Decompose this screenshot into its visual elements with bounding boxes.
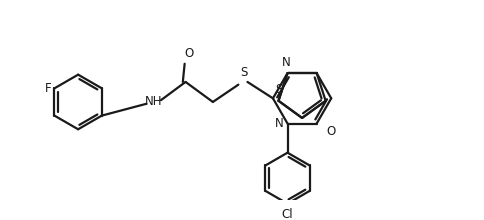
Text: S: S	[275, 83, 282, 96]
Text: S: S	[240, 66, 247, 79]
Text: NH: NH	[145, 95, 163, 108]
Text: F: F	[45, 82, 52, 95]
Text: O: O	[327, 125, 336, 138]
Text: N: N	[275, 117, 284, 130]
Text: O: O	[184, 47, 194, 60]
Text: Cl: Cl	[282, 208, 293, 220]
Text: N: N	[282, 57, 291, 70]
